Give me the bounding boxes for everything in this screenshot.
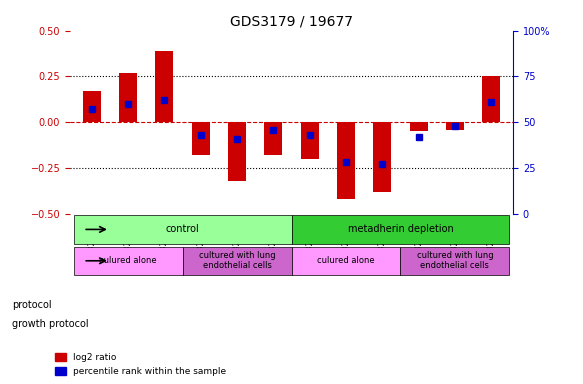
FancyBboxPatch shape	[73, 215, 292, 243]
Bar	[301, 122, 319, 159]
Bar	[373, 122, 391, 192]
Text: cultured with lung
endothelial cells: cultured with lung endothelial cells	[199, 251, 275, 270]
Text: growth protocol: growth protocol	[12, 319, 88, 329]
Bar	[337, 122, 355, 199]
FancyBboxPatch shape	[292, 247, 401, 275]
Bar	[446, 122, 464, 129]
Text: control: control	[166, 224, 199, 234]
Title: GDS3179 / 19677: GDS3179 / 19677	[230, 14, 353, 28]
Text: culured alone: culured alone	[317, 256, 375, 265]
Text: cultured with lung
endothelial cells: cultured with lung endothelial cells	[417, 251, 493, 270]
FancyBboxPatch shape	[182, 247, 292, 275]
Bar	[83, 91, 101, 122]
Legend: log2 ratio, percentile rank within the sample: log2 ratio, percentile rank within the s…	[51, 349, 230, 379]
Bar	[409, 122, 428, 131]
Text: protocol: protocol	[12, 300, 51, 310]
Text: metadherin depletion: metadherin depletion	[347, 224, 454, 234]
Bar	[192, 122, 210, 155]
FancyBboxPatch shape	[73, 247, 182, 275]
Bar	[119, 73, 137, 122]
Bar	[482, 76, 500, 122]
Bar	[155, 51, 174, 122]
Text: culured alone: culured alone	[99, 256, 157, 265]
FancyBboxPatch shape	[292, 215, 510, 243]
FancyBboxPatch shape	[401, 247, 510, 275]
Bar	[264, 122, 282, 155]
Bar	[228, 122, 246, 181]
